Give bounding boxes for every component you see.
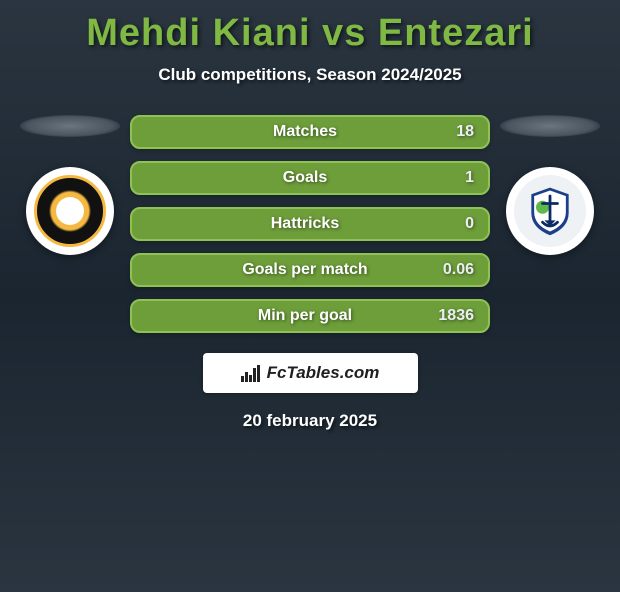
stat-label: Hattricks bbox=[146, 215, 434, 233]
stat-value: 0.06 bbox=[434, 261, 474, 279]
stat-label: Goals per match bbox=[146, 261, 434, 279]
date-label: 20 february 2025 bbox=[0, 411, 620, 431]
stat-row-hattricks: Hattricks 0 bbox=[130, 207, 490, 241]
sepahan-logo-icon bbox=[34, 175, 106, 247]
page-title: Mehdi Kiani vs Entezari bbox=[0, 12, 620, 55]
right-player-column bbox=[500, 115, 600, 255]
stat-label: Matches bbox=[146, 123, 434, 141]
stat-value: 1 bbox=[434, 169, 474, 187]
comparison-panel: Matches 18 Goals 1 Hattricks 0 Goals per… bbox=[0, 115, 620, 333]
stat-value: 0 bbox=[434, 215, 474, 233]
right-club-badge bbox=[506, 167, 594, 255]
stat-row-min-per-goal: Min per goal 1836 bbox=[130, 299, 490, 333]
subtitle: Club competitions, Season 2024/2025 bbox=[0, 65, 620, 85]
left-club-badge bbox=[26, 167, 114, 255]
stat-value: 1836 bbox=[434, 307, 474, 325]
stat-label: Min per goal bbox=[146, 307, 434, 325]
stat-row-matches: Matches 18 bbox=[130, 115, 490, 149]
stat-value: 18 bbox=[434, 123, 474, 141]
chart-bars-icon bbox=[241, 364, 261, 382]
malavan-logo-icon bbox=[514, 175, 586, 247]
stat-label: Goals bbox=[146, 169, 434, 187]
player-silhouette-left bbox=[20, 115, 120, 137]
left-player-column bbox=[20, 115, 120, 255]
stats-list: Matches 18 Goals 1 Hattricks 0 Goals per… bbox=[130, 115, 490, 333]
brand-text: FcTables.com bbox=[267, 363, 380, 383]
player-silhouette-right bbox=[500, 115, 600, 137]
branding-badge: FcTables.com bbox=[203, 353, 418, 393]
stat-row-goals: Goals 1 bbox=[130, 161, 490, 195]
stat-row-goals-per-match: Goals per match 0.06 bbox=[130, 253, 490, 287]
